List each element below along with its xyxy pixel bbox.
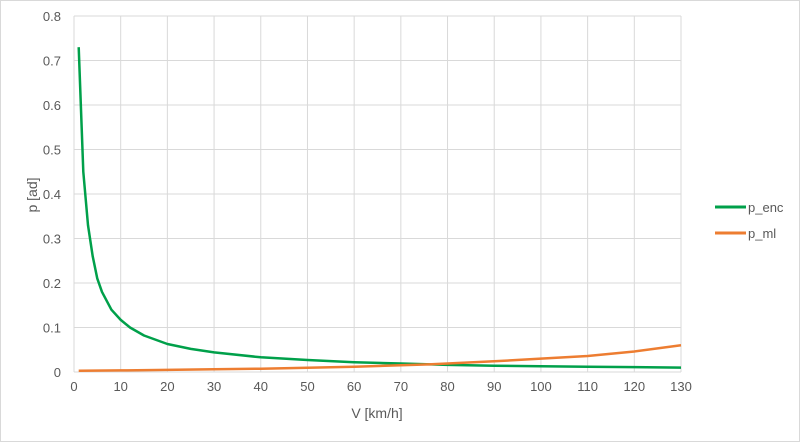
x-tick-label: 70: [394, 379, 408, 394]
y-tick-label: 0.2: [43, 276, 61, 291]
x-tick-label: 120: [623, 379, 645, 394]
y-tick-label: 0.6: [43, 98, 61, 113]
y-axis-label: p [ad]: [24, 177, 40, 212]
legend-label-p-ml: p_ml: [748, 226, 776, 241]
legend-label-p-enc: p_enc: [748, 200, 784, 215]
x-tick-label: 0: [70, 379, 77, 394]
x-tick-label: 110: [577, 379, 598, 394]
y-tick-label: 0.3: [43, 232, 61, 247]
y-tick-label: 0.8: [43, 9, 61, 24]
series-line-p-ml: [78, 344, 682, 372]
x-tick-label: 100: [530, 379, 552, 394]
y-tick-label: 0: [54, 365, 61, 380]
x-axis-label: V [km/h]: [351, 405, 402, 421]
x-tick-label: 40: [254, 379, 268, 394]
x-tick-label: 90: [487, 379, 501, 394]
y-tick-label: 0.1: [43, 321, 61, 336]
series-line-p-enc: [77, 47, 682, 369]
x-tick-label: 130: [670, 379, 692, 394]
y-tick-label: 0.5: [43, 143, 61, 158]
y-tick-label: 0.4: [43, 187, 61, 202]
x-tick-label: 50: [300, 379, 314, 394]
x-tick-label: 30: [207, 379, 221, 394]
x-tick-label: 20: [160, 379, 174, 394]
x-tick-label: 60: [347, 379, 361, 394]
x-tick-label: 80: [440, 379, 454, 394]
y-tick-label: 0.7: [43, 54, 61, 69]
x-tick-label: 10: [113, 379, 127, 394]
